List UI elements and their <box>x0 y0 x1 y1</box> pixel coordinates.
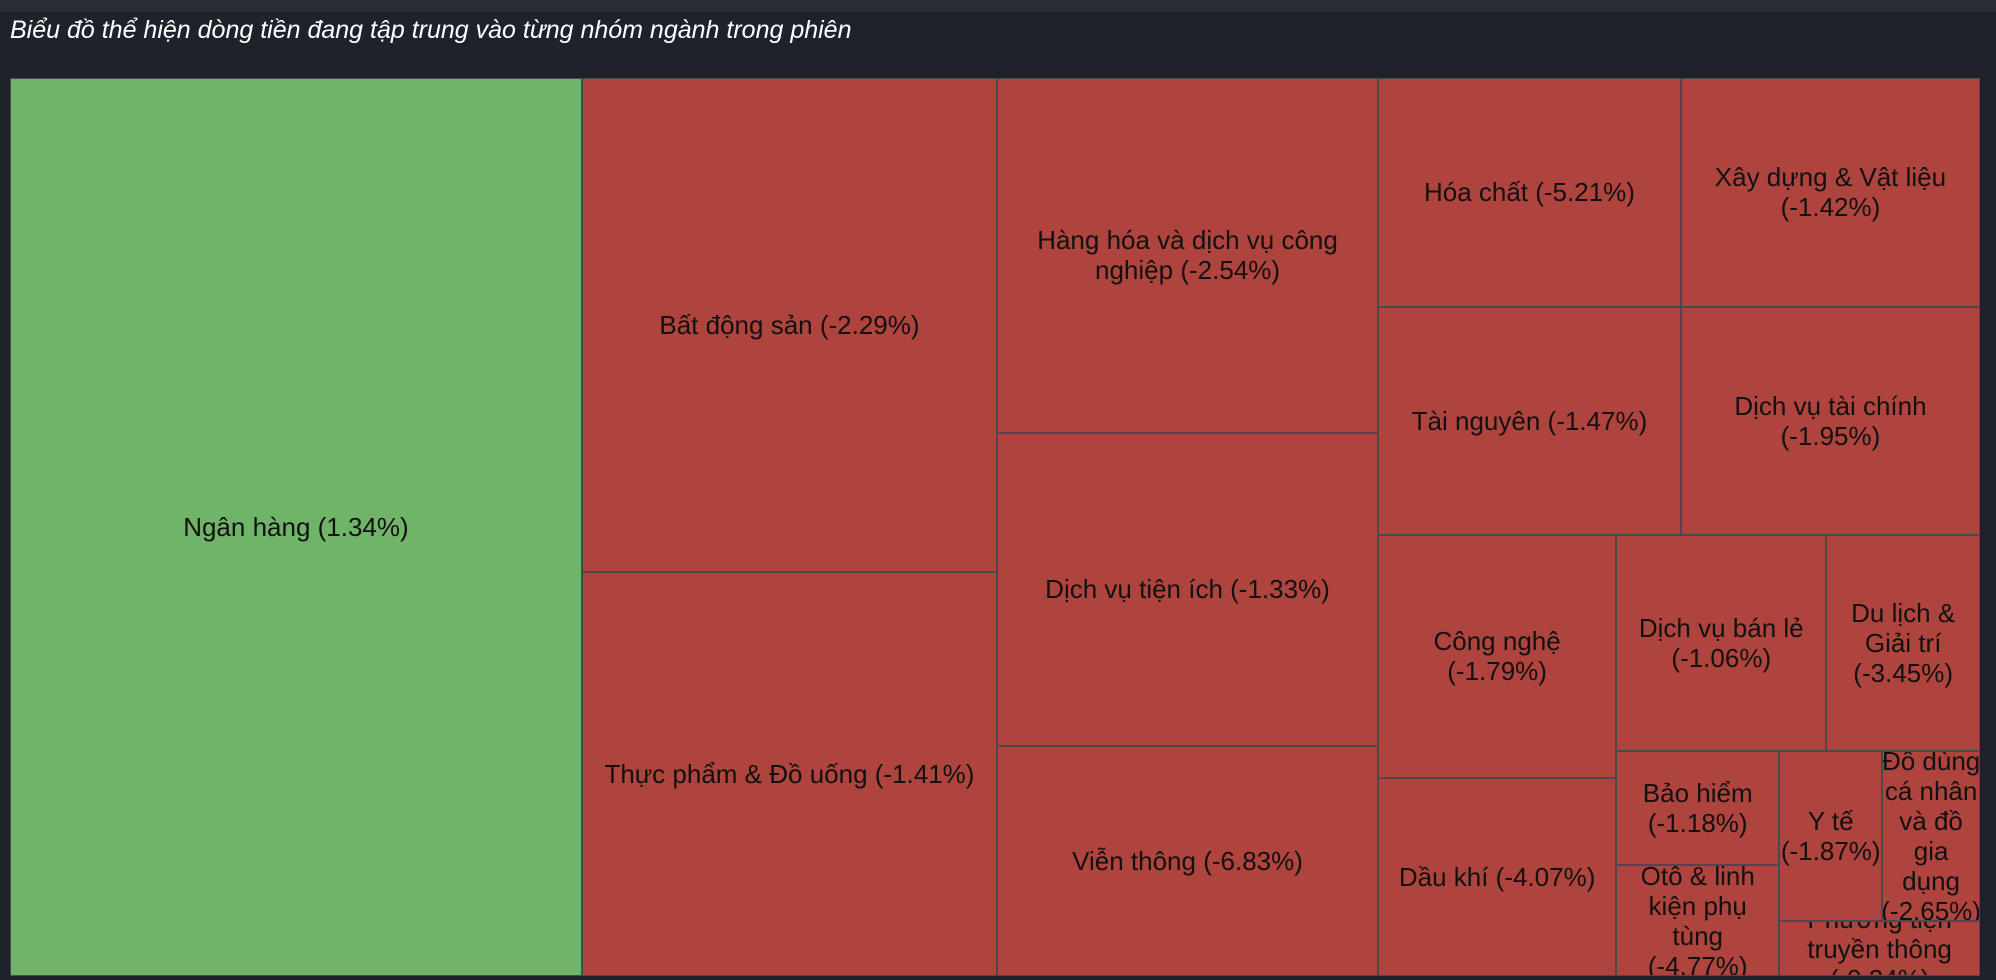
top-band <box>0 0 1996 12</box>
cell-label: Tài nguyên (-1.47%) <box>1411 405 1648 436</box>
cell-label: Dầu khí (-4.07%) <box>1398 861 1596 892</box>
treemap-cell: Hóa chất (-5.21%) <box>1377 78 1681 307</box>
cell-label: Thực phẩm & Đồ uống (-1.41%) <box>604 758 975 789</box>
cell-label: Hóa chất (-5.21%) <box>1423 177 1635 208</box>
treemap-cell: Hàng hóa và dịch vụ công nghiệp (-2.54%) <box>997 78 1378 433</box>
cell-label: Dịch vụ tài chính (-1.95%) <box>1734 390 1927 451</box>
treemap: Ngân hàng (1.34%) Bất động sản (-2.29%) Th… <box>10 78 1980 976</box>
cell-label: Đồ dùng cá nhân và đồ gia dụng (-2.65%) <box>1882 751 1980 922</box>
treemap-cell: Dịch vụ tài chính (-1.95%) <box>1680 306 1980 535</box>
treemap-cell: Xây dựng & Vật liệu (-1.42%) <box>1680 78 1980 307</box>
chart-title: Biểu đồ thể hiện dòng tiền đang tập trun… <box>10 16 852 44</box>
treemap-cell: Y tế (-1.87%) <box>1779 751 1883 922</box>
cell-label: Công nghệ (-1.79%) <box>1433 626 1561 687</box>
cell-label: Du lịch & Giải trí (-3.45%) <box>1851 598 1956 689</box>
cell-label: Viễn thông (-6.83%) <box>1072 845 1303 876</box>
treemap-cell: Đồ dùng cá nhân và đồ gia dụng (-2.65%) <box>1882 751 1980 922</box>
cell-label: Y tế (-1.87%) <box>1780 806 1881 867</box>
treemap-cell: Dầu khí (-4.07%) <box>1377 777 1617 976</box>
treemap-cell: Công nghệ (-1.79%) <box>1377 534 1617 778</box>
treemap-cell: Dịch vụ bán lẻ (-1.06%) <box>1616 534 1827 752</box>
cell-label: Hàng hóa và dịch vụ công nghiệp (-2.54%) <box>1037 225 1338 286</box>
treemap-cell: Bất động sản (-2.29%) <box>581 78 998 572</box>
treemap-cell: Ôtô & linh kiện phụ tùng (-4.77%) <box>1616 865 1780 976</box>
cell-label: Bảo hiểm (-1.18%) <box>1642 778 1753 839</box>
treemap-cell: Dịch vụ tiện ích (-1.33%) <box>997 432 1378 746</box>
cell-label: Xây dựng & Vật liệu (-1.42%) <box>1714 162 1947 223</box>
cell-label: Bất động sản (-2.29%) <box>659 309 920 340</box>
treemap-cell: Phương tiện truyền thông (-0.24%) <box>1779 921 1980 976</box>
treemap-cell: Du lịch & Giải trí (-3.45%) <box>1826 534 1980 752</box>
treemap-cell: Thực phẩm & Đồ uống (-1.41%) <box>581 571 998 976</box>
cell-label: Dịch vụ tiện ích (-1.33%) <box>1045 574 1330 605</box>
cell-label: Dịch vụ bán lẻ (-1.06%) <box>1638 613 1804 674</box>
cell-label: Ngân hàng (1.34%) <box>183 512 409 542</box>
treemap-cell: Ngân hàng (1.34%) <box>10 78 582 976</box>
treemap-cell: Bảo hiểm (-1.18%) <box>1616 751 1780 866</box>
treemap-cell: Viễn thông (-6.83%) <box>997 745 1378 976</box>
cell-label: Ôtô & linh kiện phụ tùng (-4.77%) <box>1640 865 1755 976</box>
cell-label: Phương tiện truyền thông (-0.24%) <box>1807 922 1952 975</box>
treemap-cell: Tài nguyên (-1.47%) <box>1377 306 1681 535</box>
